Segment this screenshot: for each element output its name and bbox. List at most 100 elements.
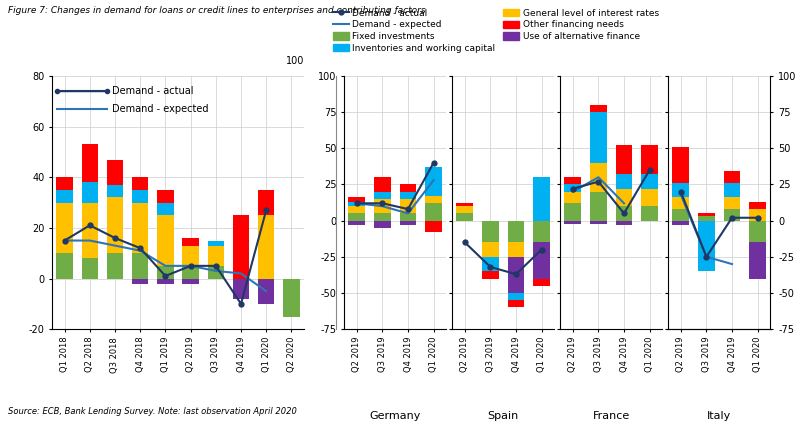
Text: 100: 100 [286,56,304,66]
Bar [698,221,714,271]
Bar [132,190,148,203]
Bar [132,177,148,190]
Bar [590,105,606,112]
Bar [374,199,390,214]
Bar [182,279,198,284]
Text: Demand - expected: Demand - expected [113,104,209,114]
Bar [208,246,224,266]
Bar [616,206,632,221]
Bar [374,177,390,192]
Bar [158,215,174,266]
Bar [258,279,274,304]
Bar [426,167,442,196]
Bar [698,214,714,216]
Bar [673,209,689,221]
Bar [534,221,550,242]
Bar [673,221,689,225]
Bar [426,203,442,221]
Bar [349,197,365,202]
Bar [426,196,442,203]
Bar [258,215,274,279]
Bar [349,202,365,206]
Bar [158,190,174,203]
Bar [482,221,498,242]
Bar [590,192,606,221]
Bar [673,147,689,183]
Bar [132,279,148,284]
Bar [724,209,740,221]
Bar [57,190,73,203]
Bar [642,146,658,174]
Bar [426,221,442,232]
Bar [590,163,606,192]
Bar [82,258,98,279]
Text: Source: ECB, Bank Lending Survey. Note: last observation April 2020: Source: ECB, Bank Lending Survey. Note: … [8,407,297,416]
Text: Demand - actual: Demand - actual [113,86,194,96]
Bar [82,144,98,182]
Bar [642,174,658,189]
Bar [482,271,498,279]
X-axis label: France: France [593,411,630,421]
Bar [349,221,365,225]
Bar [158,203,174,215]
Bar [208,241,224,246]
Bar [158,266,174,279]
Bar [374,214,390,221]
Bar [400,192,416,199]
Bar [673,197,689,209]
Bar [132,203,148,253]
Bar [750,202,766,209]
Bar [565,184,581,192]
Bar [82,182,98,203]
Bar [457,214,473,221]
Bar [82,203,98,258]
Bar [508,221,524,242]
Text: Figure 7: Changes in demand for loans or credit lines to enterprises and contrib: Figure 7: Changes in demand for loans or… [8,6,426,15]
Bar [107,160,123,185]
Bar [132,253,148,279]
Bar [258,190,274,215]
Legend: Demand - actual, Demand - expected, Fixed investments, Inventories and working c: Demand - actual, Demand - expected, Fixe… [333,9,658,53]
Bar [590,112,606,163]
Bar [457,203,473,206]
Bar [616,174,632,189]
Bar [233,215,249,279]
Bar [57,177,73,190]
Bar [534,242,550,279]
Bar [107,197,123,253]
Bar [400,184,416,192]
Bar [724,183,740,197]
Bar [590,221,606,224]
Bar [724,171,740,183]
Bar [508,293,524,300]
Bar [208,266,224,279]
Bar [482,242,498,257]
Bar [616,189,632,206]
X-axis label: Spain: Spain [487,411,519,421]
Bar [457,206,473,214]
X-axis label: Italy: Italy [707,411,731,421]
Bar [565,221,581,224]
Bar [400,199,416,214]
Bar [57,203,73,253]
Bar [724,197,740,209]
Bar [283,279,299,316]
Bar [673,183,689,197]
Bar [107,185,123,197]
Bar [642,189,658,206]
Bar [642,206,658,221]
Bar [158,279,174,284]
Bar [565,177,581,184]
Bar [374,221,390,228]
Bar [233,279,249,299]
Bar [57,253,73,279]
Bar [698,216,714,221]
Bar [508,242,524,257]
Bar [508,257,524,293]
X-axis label: Germany: Germany [370,411,421,421]
Bar [400,214,416,221]
Bar [565,192,581,203]
Bar [508,300,524,308]
Bar [534,177,550,221]
Bar [182,266,198,279]
